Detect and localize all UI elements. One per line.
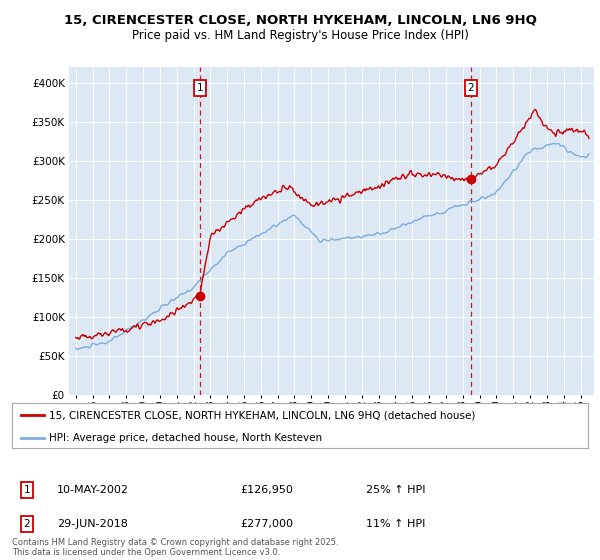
Text: 15, CIRENCESTER CLOSE, NORTH HYKEHAM, LINCOLN, LN6 9HQ: 15, CIRENCESTER CLOSE, NORTH HYKEHAM, LI… — [64, 14, 536, 27]
Text: 1: 1 — [23, 485, 31, 495]
Text: 29-JUN-2018: 29-JUN-2018 — [57, 519, 128, 529]
Text: 1: 1 — [196, 83, 203, 94]
Text: 2: 2 — [467, 83, 475, 94]
Text: £277,000: £277,000 — [240, 519, 293, 529]
Text: 10-MAY-2002: 10-MAY-2002 — [57, 485, 129, 495]
Text: 25% ↑ HPI: 25% ↑ HPI — [366, 485, 425, 495]
Text: 2: 2 — [23, 519, 31, 529]
Text: £126,950: £126,950 — [240, 485, 293, 495]
Text: 15, CIRENCESTER CLOSE, NORTH HYKEHAM, LINCOLN, LN6 9HQ (detached house): 15, CIRENCESTER CLOSE, NORTH HYKEHAM, LI… — [49, 410, 476, 421]
Text: Price paid vs. HM Land Registry's House Price Index (HPI): Price paid vs. HM Land Registry's House … — [131, 29, 469, 42]
Text: HPI: Average price, detached house, North Kesteven: HPI: Average price, detached house, Nort… — [49, 433, 323, 443]
Text: Contains HM Land Registry data © Crown copyright and database right 2025.
This d: Contains HM Land Registry data © Crown c… — [12, 538, 338, 557]
Text: 11% ↑ HPI: 11% ↑ HPI — [366, 519, 425, 529]
